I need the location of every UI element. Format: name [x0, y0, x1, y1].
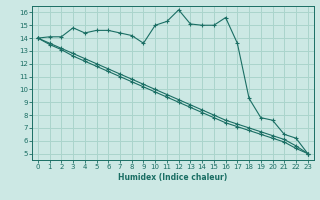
X-axis label: Humidex (Indice chaleur): Humidex (Indice chaleur)	[118, 173, 228, 182]
